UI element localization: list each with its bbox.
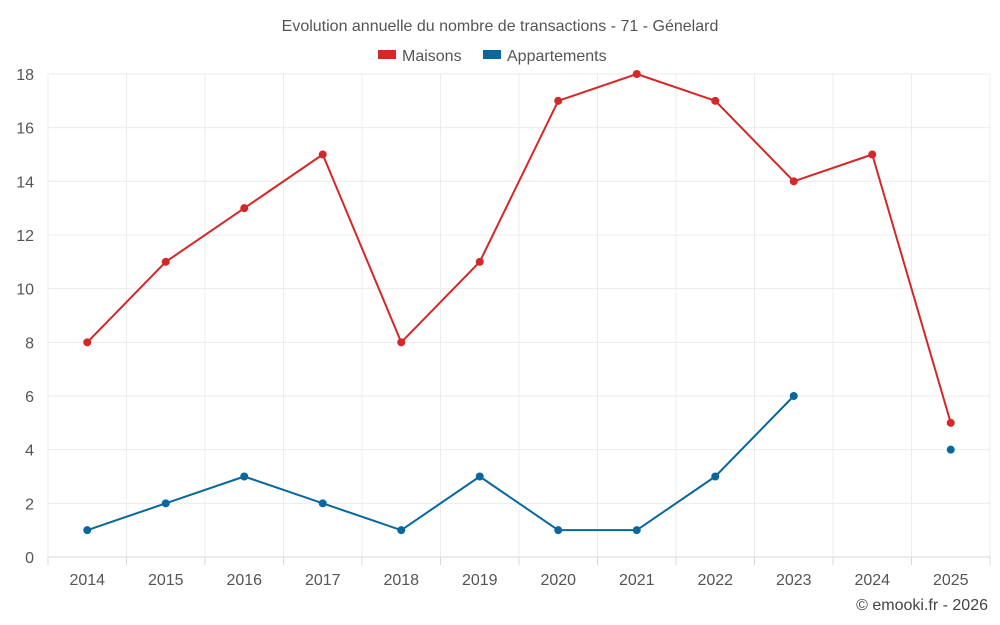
- x-tick-label: 2016: [226, 572, 262, 589]
- y-tick-label: 2: [25, 496, 34, 513]
- x-tick-label: 2021: [619, 572, 655, 589]
- data-point-maisons[interactable]: [83, 338, 92, 347]
- data-point-appartements[interactable]: [632, 526, 641, 535]
- series-line-maisons: [86, 73, 952, 424]
- y-tick-label: 16: [16, 121, 34, 138]
- data-point-maisons[interactable]: [632, 70, 641, 78]
- data-point-appartements[interactable]: [318, 499, 327, 508]
- legend-swatch-maisons: [378, 50, 396, 59]
- y-tick-label: 18: [16, 67, 34, 84]
- data-point-maisons[interactable]: [711, 96, 720, 105]
- x-tick-label: 2017: [305, 572, 341, 589]
- x-tick-label: 2024: [854, 572, 890, 589]
- x-tick-label: 2018: [383, 572, 419, 589]
- series-layer: [83, 70, 955, 535]
- x-tick-label: 2019: [462, 572, 498, 589]
- data-point-appartements[interactable]: [554, 526, 563, 535]
- data-point-maisons[interactable]: [946, 418, 955, 427]
- data-point-maisons[interactable]: [789, 177, 798, 186]
- x-tick-label: 2022: [697, 572, 733, 589]
- data-point-maisons[interactable]: [318, 150, 327, 159]
- y-axis: 0 2 4 6 8 10 12 14 16 18: [16, 67, 34, 567]
- data-point-maisons[interactable]: [554, 96, 563, 105]
- x-tick-label: 2020: [540, 572, 576, 589]
- data-point-maisons[interactable]: [161, 257, 170, 266]
- legend-label-appartements[interactable]: Appartements: [507, 48, 607, 65]
- grid: [47, 73, 991, 558]
- y-tick-label: 14: [16, 174, 34, 191]
- series-line-appartements: [86, 395, 795, 532]
- x-tick-label: 2025: [933, 572, 969, 589]
- legend: Maisons Appartements: [378, 48, 607, 65]
- chart-title: Evolution annuelle du nombre de transact…: [282, 18, 719, 35]
- data-point-appartements[interactable]: [475, 472, 484, 481]
- y-tick-label: 0: [25, 550, 34, 567]
- data-point-appartements[interactable]: [946, 445, 955, 454]
- y-tick-label: 10: [16, 282, 34, 299]
- y-tick-label: 8: [25, 335, 34, 352]
- data-point-appartements[interactable]: [789, 392, 798, 400]
- data-point-appartements[interactable]: [161, 499, 170, 508]
- y-tick-label: 4: [25, 443, 34, 460]
- data-point-maisons[interactable]: [475, 257, 484, 266]
- x-tick-label: 2014: [69, 572, 105, 589]
- legend-label-maisons[interactable]: Maisons: [402, 48, 462, 65]
- y-tick-label: 12: [16, 228, 34, 245]
- data-point-maisons[interactable]: [397, 338, 406, 347]
- data-point-maisons[interactable]: [240, 204, 249, 213]
- data-point-appartements[interactable]: [711, 472, 720, 481]
- x-axis: 2014 2015 2016 2017 2018 2019 2020 2021 2022 2023…: [47, 557, 991, 589]
- x-tick-label: 2015: [148, 572, 184, 589]
- data-point-appartements[interactable]: [83, 526, 92, 535]
- data-point-maisons[interactable]: [868, 150, 877, 159]
- x-tick-label: 2023: [776, 572, 812, 589]
- data-point-appartements[interactable]: [397, 526, 406, 535]
- y-tick-label: 6: [25, 389, 34, 406]
- credit-text: © emooki.fr - 2026: [856, 597, 988, 614]
- data-point-appartements[interactable]: [240, 472, 249, 481]
- legend-swatch-appartements: [483, 50, 501, 59]
